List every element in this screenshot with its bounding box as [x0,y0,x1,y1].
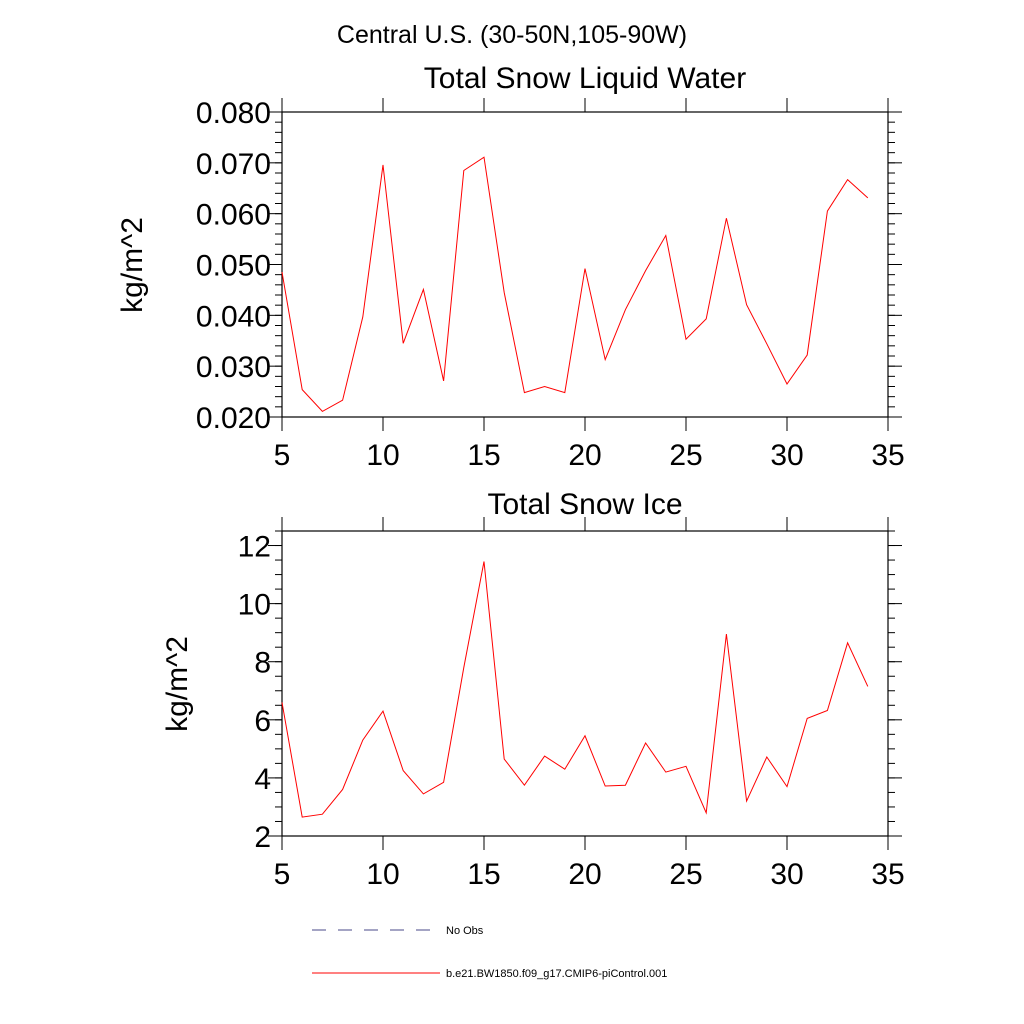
axis-ticks [268,517,902,850]
y-tick-label: 0.040 [196,300,271,333]
plot-frame [281,530,889,837]
x-tick-label: 10 [366,858,399,891]
legend-obs-label: No Obs [446,925,484,937]
x-tick-label: 35 [871,858,904,891]
series-line [281,561,869,818]
y-tick-label: 2 [254,821,271,854]
axis-tick-labels: 5 10 15 20 25 30 35 0.020 0.030 0.040 0.050 0.060 0.… [196,97,905,472]
x-tick-label: 20 [568,439,601,472]
y-tick-label: 0.020 [196,402,271,435]
x-tick-label: 15 [467,858,500,891]
y-tick-label: 0.060 [196,199,271,232]
y-tick-label: 0.070 [196,148,271,181]
x-tick-label: 30 [770,439,803,472]
legend-model-label: b.e21.BW1850.f09_g17.CMIP6-piControl.001 [446,968,667,980]
y-tick-label: 4 [254,763,271,796]
x-tick-label: 25 [669,439,702,472]
y-tick-label: 10 [238,589,271,622]
plot-frame [281,111,889,418]
axis-tick-labels: 5 10 15 20 25 30 35 2 4 6 8 10 12 [238,531,905,891]
y-tick-label: 0.030 [196,351,271,384]
y-tick-label: 12 [238,531,271,564]
plot-area [281,561,869,818]
y-tick-label: 6 [254,705,271,738]
panel-title: Total Snow Ice [487,488,682,521]
x-tick-label: 25 [669,858,702,891]
x-tick-label: 10 [366,439,399,472]
x-tick-label: 5 [274,858,291,891]
x-tick-label: 15 [467,439,500,472]
figure-title: Central U.S. (30-50N,105-90W) [337,21,687,49]
y-tick-label: 0.080 [196,97,271,130]
plot-area [281,156,869,413]
x-tick-label: 30 [770,858,803,891]
x-tick-label: 35 [871,439,904,472]
x-tick-label: 20 [568,858,601,891]
y-tick-label: 8 [254,647,271,680]
y-tick-label: 0.050 [196,250,271,283]
y-axis-label: kg/m^2 [161,636,194,732]
panel-title: Total Snow Liquid Water [424,62,746,95]
y-axis-label: kg/m^2 [116,217,149,313]
snow-ice-panel: Total Snow Ice kg/m^2 5 10 15 20 25 30 35 2 4 6 8 1… [161,488,905,891]
snow-liquid-water-panel: Total Snow Liquid Water kg/m^2 5 10 15 20 25… [116,62,905,472]
legend: No Obs b.e21.BW1850.f09_g17.CMIP6-piCont… [312,925,667,980]
axis-ticks [268,98,902,431]
x-tick-label: 5 [274,439,291,472]
series-line [281,156,869,413]
